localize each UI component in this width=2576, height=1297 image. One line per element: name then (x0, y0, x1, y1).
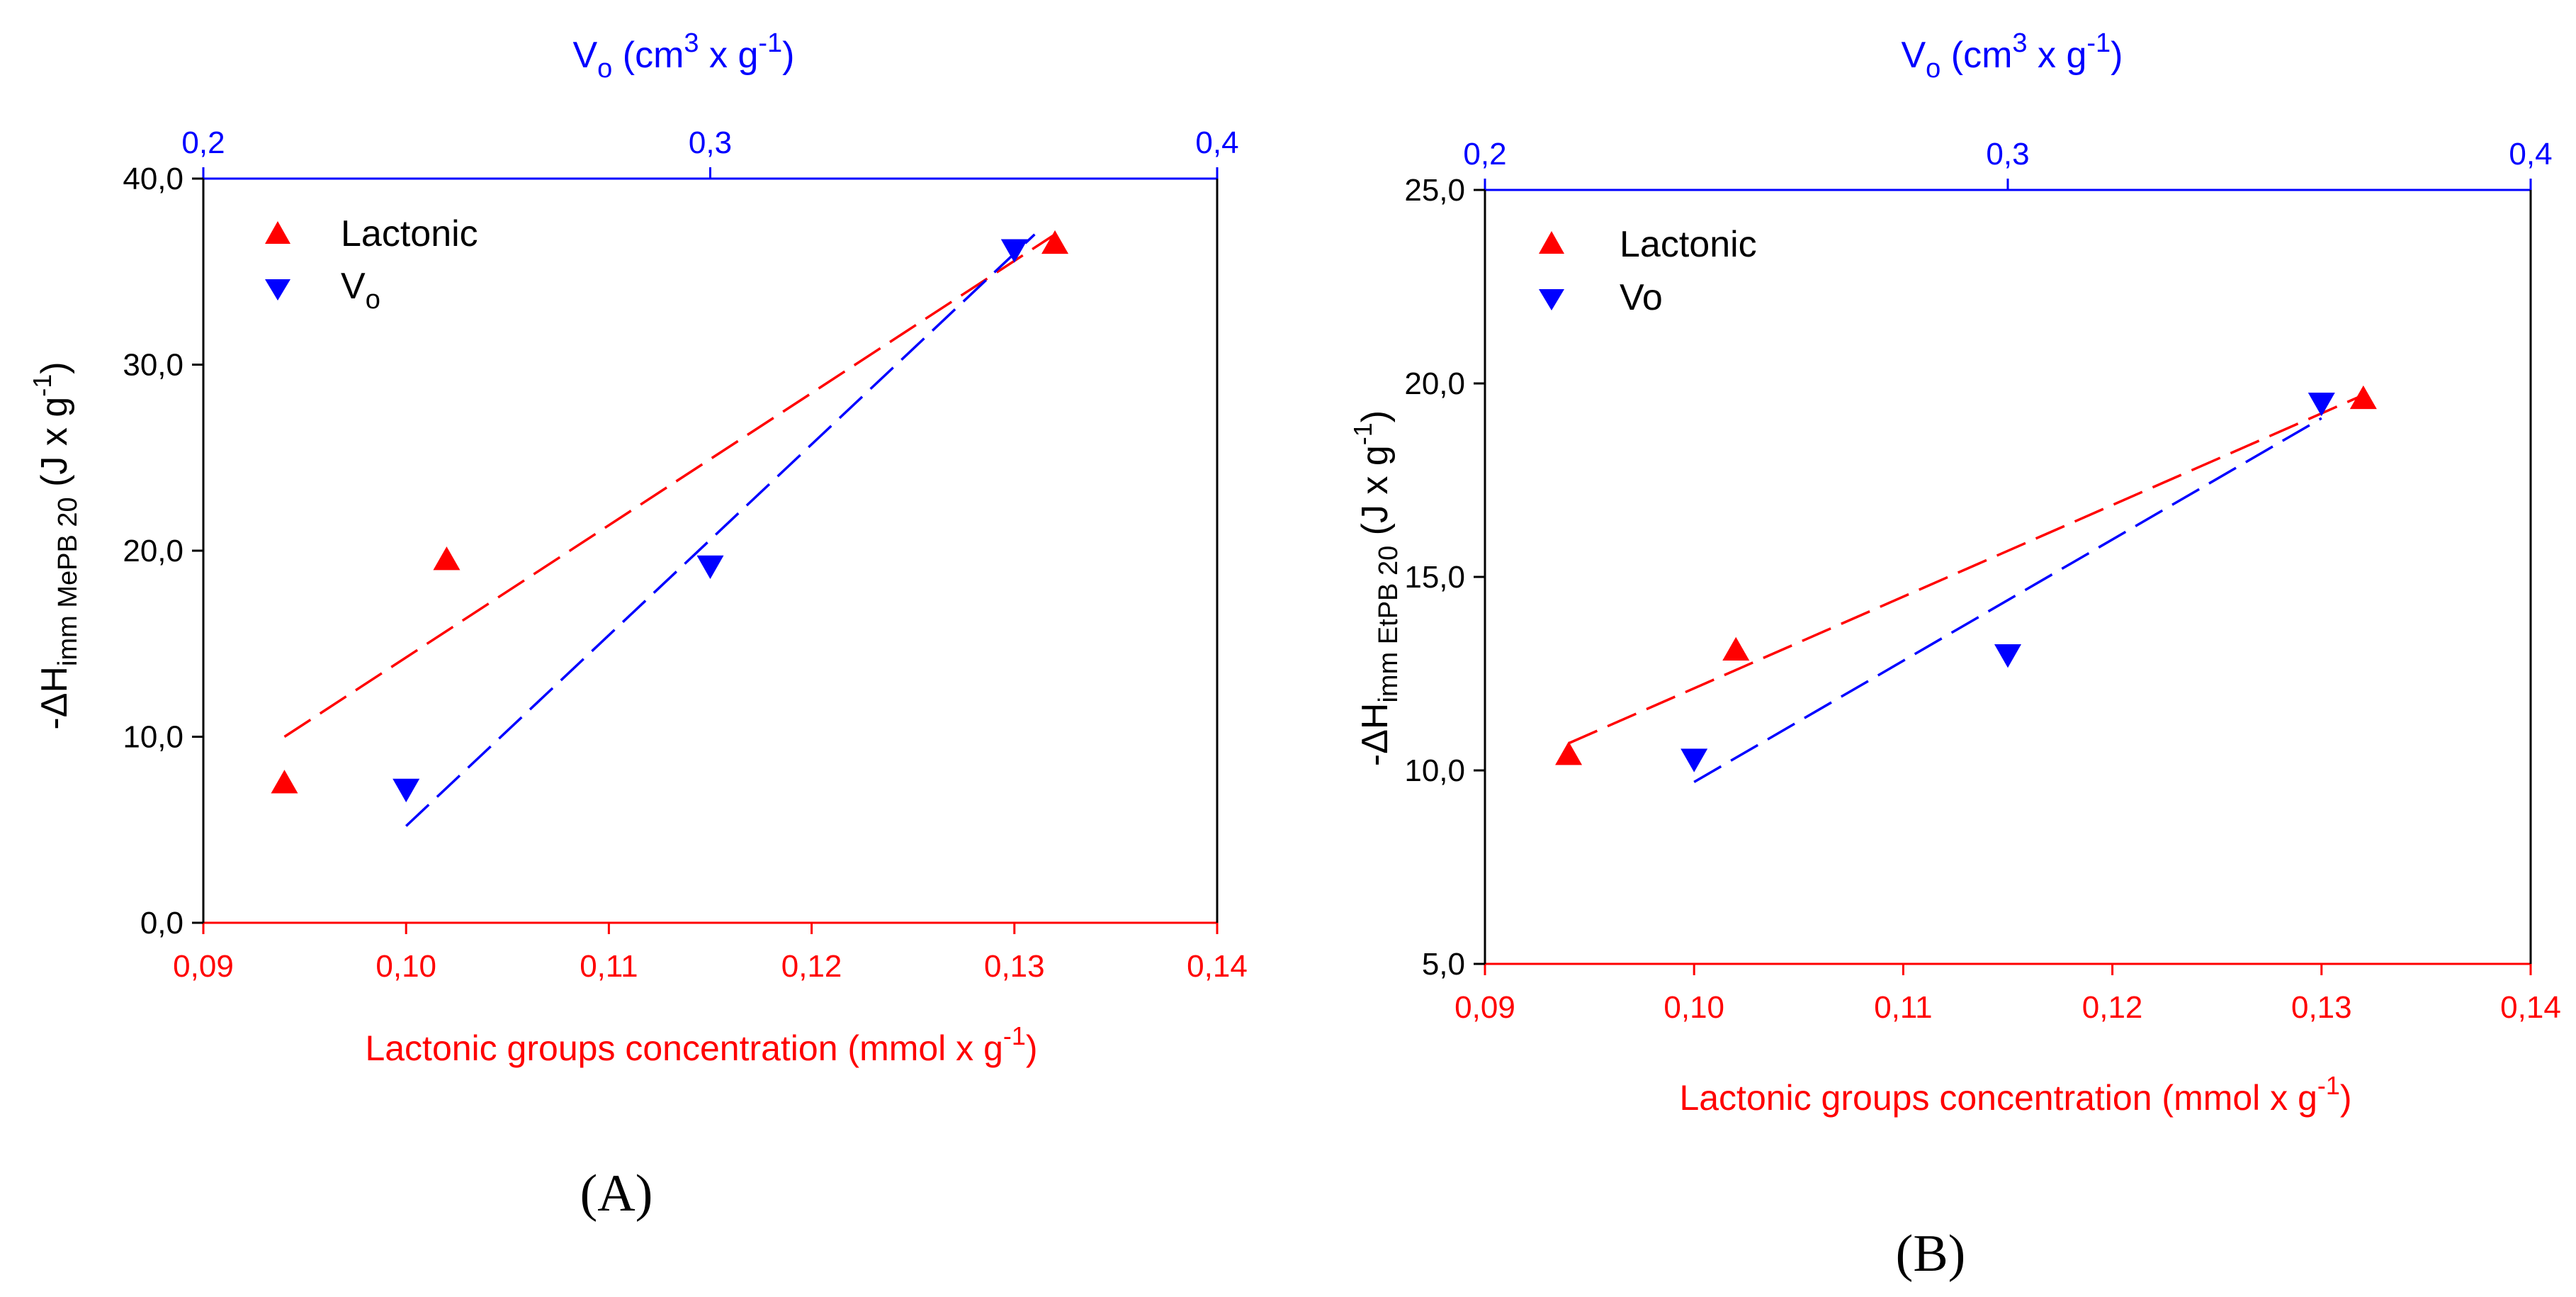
y-tick-label-b: 10,0 (1404, 753, 1465, 788)
y-tick-label-a: 30,0 (123, 348, 183, 383)
y-tick-label-b: 15,0 (1404, 560, 1465, 595)
axis-group-a: 0,09 0,10 0,11 0,12 0,13 0,14 0,2 0,3 0,4 0,0 10,0… (123, 125, 1247, 984)
x-tick-label-a: 0,11 (580, 949, 638, 984)
y-tick-label-b: 5,0 (1422, 947, 1465, 982)
chart-panel-a: Vo (cm3 x g-1) Lactonic groups concentra… (28, 28, 1248, 1223)
x-tick-label-b: 0,09 (1454, 990, 1515, 1025)
y-tick-label-a: 40,0 (123, 162, 183, 196)
fit-line-vo-b (1693, 417, 2322, 783)
data-point-lactonic-b (1555, 741, 1583, 765)
x2-tick-label-b: 0,2 (1463, 137, 1506, 172)
x2-tick-label-b: 0,4 (2509, 137, 2552, 172)
x-tick-label-a: 0,14 (1187, 949, 1248, 984)
top-axis-title-b: Vo (cm3 x g-1) (1901, 28, 2123, 84)
fit-line-vo-a (405, 233, 1036, 827)
data-point-vo-b (1680, 748, 1708, 773)
chart-panel-b: Vo (cm3 x g-1) Lactonic groups concentra… (1348, 28, 2561, 1283)
x-tick-label-b: 0,14 (2500, 990, 2561, 1025)
bottom-axis-title-a: Lactonic groups concentration (mmol x g-… (365, 1021, 1037, 1068)
legend-lactonic-marker-a (265, 221, 290, 244)
legend-lactonic-label-a: Lactonic (341, 213, 478, 254)
x2-tick-label-a: 0,4 (1195, 125, 1238, 160)
x-tick-label-b: 0,13 (2291, 990, 2352, 1025)
data-point-lactonic-b (1722, 636, 1750, 661)
legend-lactonic-marker-b (1539, 231, 1564, 254)
legend-a: Lactonic Vo (265, 213, 478, 315)
x2-tick-label-a: 0,2 (181, 125, 225, 160)
y-axis-title-b: -ΔHimm EtPB 20 (J x g-1) (1348, 410, 1403, 766)
fit-line-lactonic-b (1568, 393, 2364, 745)
x-tick-label-b: 0,10 (1663, 990, 1724, 1025)
data-point-vo-b (1994, 644, 2021, 668)
data-point-vo-b (2307, 393, 2335, 417)
y-tick-label-b: 25,0 (1404, 173, 1465, 208)
data-point-vo-a (392, 778, 420, 802)
top-axis-title-a: Vo (cm3 x g-1) (572, 28, 794, 84)
legend-b: Lactonic Vo (1539, 224, 1757, 318)
data-point-lactonic-b (2349, 385, 2377, 410)
legend-vo-marker-b (1539, 289, 1564, 310)
axis-group-b: 0,09 0,10 0,11 0,12 0,13 0,14 0,2 0,3 0,4 5,0 10,0… (1404, 137, 2560, 1025)
x-tick-label-a: 0,10 (375, 949, 436, 984)
y-tick-label-b: 20,0 (1404, 366, 1465, 401)
bottom-axis-title-b: Lactonic groups concentration (mmol x g-… (1679, 1071, 2351, 1118)
legend-vo-label-a: Vo (341, 266, 380, 315)
x2-tick-label-b: 0,3 (1986, 137, 2029, 172)
fit-line-lactonic-a (283, 233, 1056, 738)
data-point-lactonic-a (1041, 230, 1069, 254)
panel-label-a: (A) (580, 1164, 653, 1223)
legend-lactonic-label-b: Lactonic (1620, 224, 1757, 265)
x-tick-label-b: 0,11 (1874, 990, 1932, 1025)
legend-vo-label-b: Vo (1620, 277, 1663, 318)
y-axis-title-a: -ΔHimm MePB 20 (J x g-1) (28, 361, 83, 729)
y-tick-label-a: 10,0 (123, 720, 183, 755)
x-tick-label-a: 0,12 (781, 949, 842, 984)
data-point-vo-a (696, 555, 724, 579)
x-tick-label-a: 0,13 (984, 949, 1045, 984)
y-tick-label-a: 0,0 (140, 906, 183, 941)
x2-tick-label-a: 0,3 (689, 125, 732, 160)
legend-vo-marker-a (265, 279, 290, 301)
x-tick-label-b: 0,12 (2082, 990, 2143, 1025)
x-tick-label-a: 0,09 (173, 949, 234, 984)
data-point-vo-a (1000, 239, 1028, 263)
panel-label-b: (B) (1896, 1225, 1966, 1283)
y-tick-label-a: 20,0 (123, 534, 183, 568)
data-point-lactonic-a (433, 546, 461, 571)
data-point-lactonic-a (271, 770, 298, 794)
